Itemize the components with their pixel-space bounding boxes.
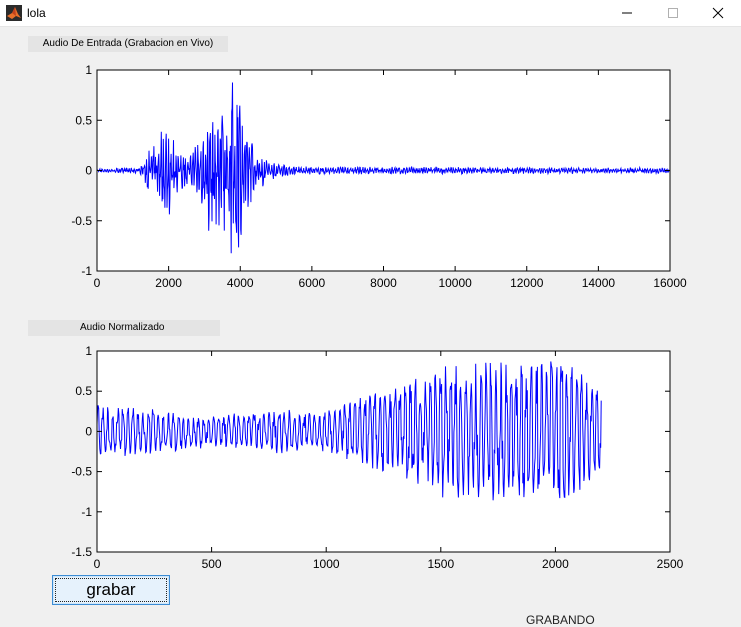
y-tick-label: -1 [81, 505, 92, 519]
axes-frame [96, 350, 671, 553]
normalized-audio-axes: 0 500 1000 1500 2000 2500 -1.5 -1 -0.5 0 0.5 1 [71, 344, 683, 571]
minimize-button[interactable] [604, 0, 650, 26]
signal-line [96, 361, 602, 501]
x-tick-label: 2000 [155, 276, 182, 290]
x-tick-label: 1000 [313, 557, 340, 571]
y-tick-label: -0.5 [71, 214, 92, 228]
x-tick-label: 500 [202, 557, 222, 571]
y-tick-label: -1 [81, 264, 92, 278]
close-icon [712, 7, 724, 19]
y-tick-label: 0.5 [75, 384, 92, 398]
y-tick-label: 0 [85, 424, 92, 438]
signal-line [96, 82, 671, 254]
grabar-button[interactable]: grabar [52, 575, 170, 605]
title-bar: lola [0, 0, 741, 27]
x-tick-label: 2000 [542, 557, 569, 571]
x-tick-label: 4000 [227, 276, 254, 290]
window-title: lola [27, 6, 46, 20]
x-tick-label: 2500 [657, 557, 684, 571]
input-audio-label: Audio De Entrada (Grabacion en Vivo) [28, 36, 228, 52]
y-tick-label: 0.5 [75, 113, 92, 127]
y-tick-label: -1.5 [71, 545, 92, 559]
normalized-audio-label: Audio Normalizado [28, 320, 220, 336]
x-tick-label: 14000 [582, 276, 616, 290]
maximize-icon [668, 8, 678, 18]
x-tick-label: 0 [94, 557, 101, 571]
x-tick-label: 16000 [653, 276, 687, 290]
y-tick-label: 1 [85, 63, 92, 77]
x-tick-label: 1500 [427, 557, 454, 571]
y-tick-label: 1 [85, 344, 92, 358]
status-text: GRABANDO [526, 613, 595, 627]
y-tick-label: 0 [85, 164, 92, 178]
x-tick-label: 8000 [370, 276, 397, 290]
x-tick-label: 6000 [299, 276, 326, 290]
maximize-button[interactable] [650, 0, 696, 26]
y-tick-label: -0.5 [71, 465, 92, 479]
input-audio-axes: 0 2000 4000 6000 8000 10000 12000 14000 16000 -1 -… [71, 63, 687, 290]
close-button[interactable] [695, 0, 741, 26]
x-tick-label: 12000 [510, 276, 544, 290]
x-tick-label: 10000 [438, 276, 472, 290]
matlab-icon [6, 5, 22, 21]
minimize-icon [622, 12, 632, 14]
x-tick-label: 0 [94, 276, 101, 290]
